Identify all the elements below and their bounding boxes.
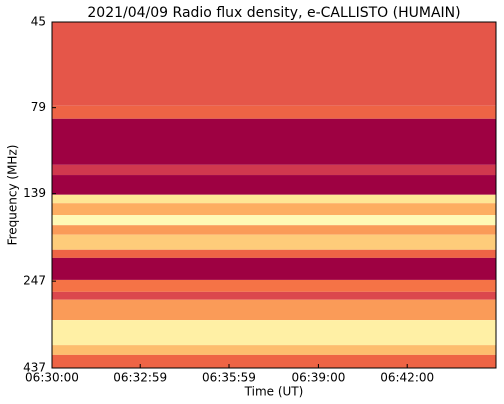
x-tick-label: 06:39:00 xyxy=(291,371,345,385)
frequency-band xyxy=(52,345,496,355)
frequency-band xyxy=(52,164,496,176)
x-tick-label: 06:32:59 xyxy=(113,371,167,385)
frequency-band xyxy=(52,225,496,235)
x-axis-label: Time (UT) xyxy=(244,385,304,399)
frequency-band xyxy=(52,299,496,321)
frequency-band xyxy=(52,215,496,226)
frequency-band xyxy=(52,291,496,300)
x-tick-label: 06:35:59 xyxy=(202,371,256,385)
frequency-band xyxy=(52,203,496,216)
frequency-band xyxy=(52,249,496,258)
axes-frame xyxy=(51,21,497,369)
frequency-band xyxy=(52,194,496,204)
frequency-band xyxy=(52,118,496,165)
frequency-band xyxy=(52,257,496,280)
frequency-band xyxy=(52,105,496,119)
y-axis-label: Frequency (MHz) xyxy=(6,145,20,246)
frequency-band xyxy=(52,22,496,106)
y-tick-label: 79 xyxy=(31,100,46,114)
x-tick-label: 06:42:00 xyxy=(380,371,434,385)
chart-title: 2021/04/09 Radio flux density, e-CALLIST… xyxy=(87,5,460,21)
frequency-band xyxy=(52,175,496,195)
x-tick-label: 06:30:00 xyxy=(25,371,79,385)
frequency-band xyxy=(52,279,496,292)
frequency-band xyxy=(52,354,496,368)
y-tick-label: 247 xyxy=(23,274,46,288)
frequency-band xyxy=(52,320,496,346)
y-tick-label: 139 xyxy=(23,186,46,200)
frequency-band xyxy=(52,234,496,250)
y-tick-label: 437 xyxy=(23,361,46,375)
y-tick-label: 45 xyxy=(31,15,46,29)
plot-area xyxy=(52,22,496,368)
